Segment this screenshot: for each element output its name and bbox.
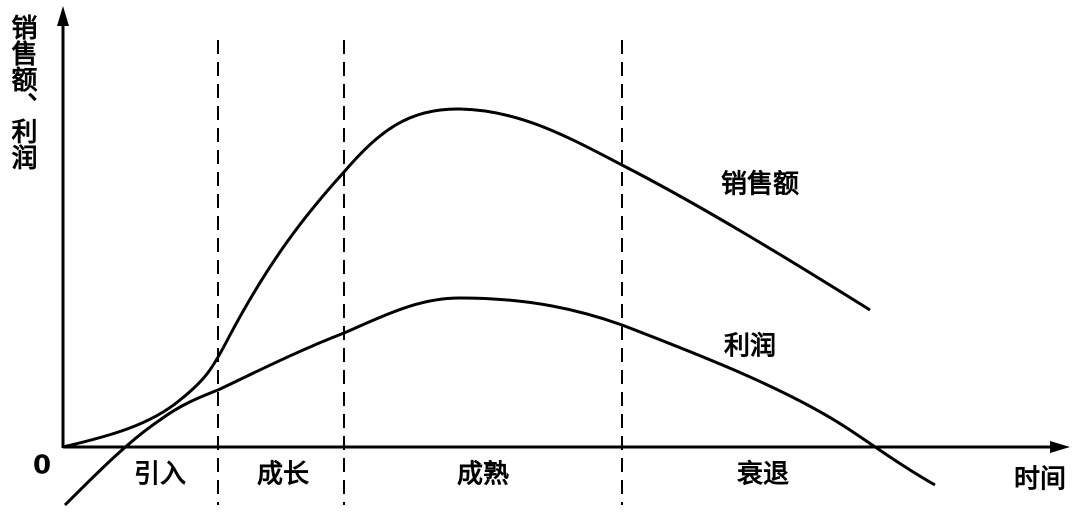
stage-label: 成长 [257, 460, 310, 490]
y-arrow [57, 6, 69, 26]
y-axis-label: 销售额、利润 [7, 14, 37, 170]
curve-label: 利润 [724, 331, 776, 362]
profit-curve [63, 296, 936, 507]
curve-label: 销售额 [721, 169, 799, 200]
sales-curve [62, 107, 871, 449]
stage-label: 引入 [134, 460, 186, 490]
stage-label: 衰退 [736, 459, 789, 490]
x-arrow [1050, 441, 1070, 453]
origin-label: 0 [33, 451, 51, 481]
stage-label: 成熟 [457, 459, 509, 490]
x-axis-label: 时间 [1014, 465, 1066, 495]
